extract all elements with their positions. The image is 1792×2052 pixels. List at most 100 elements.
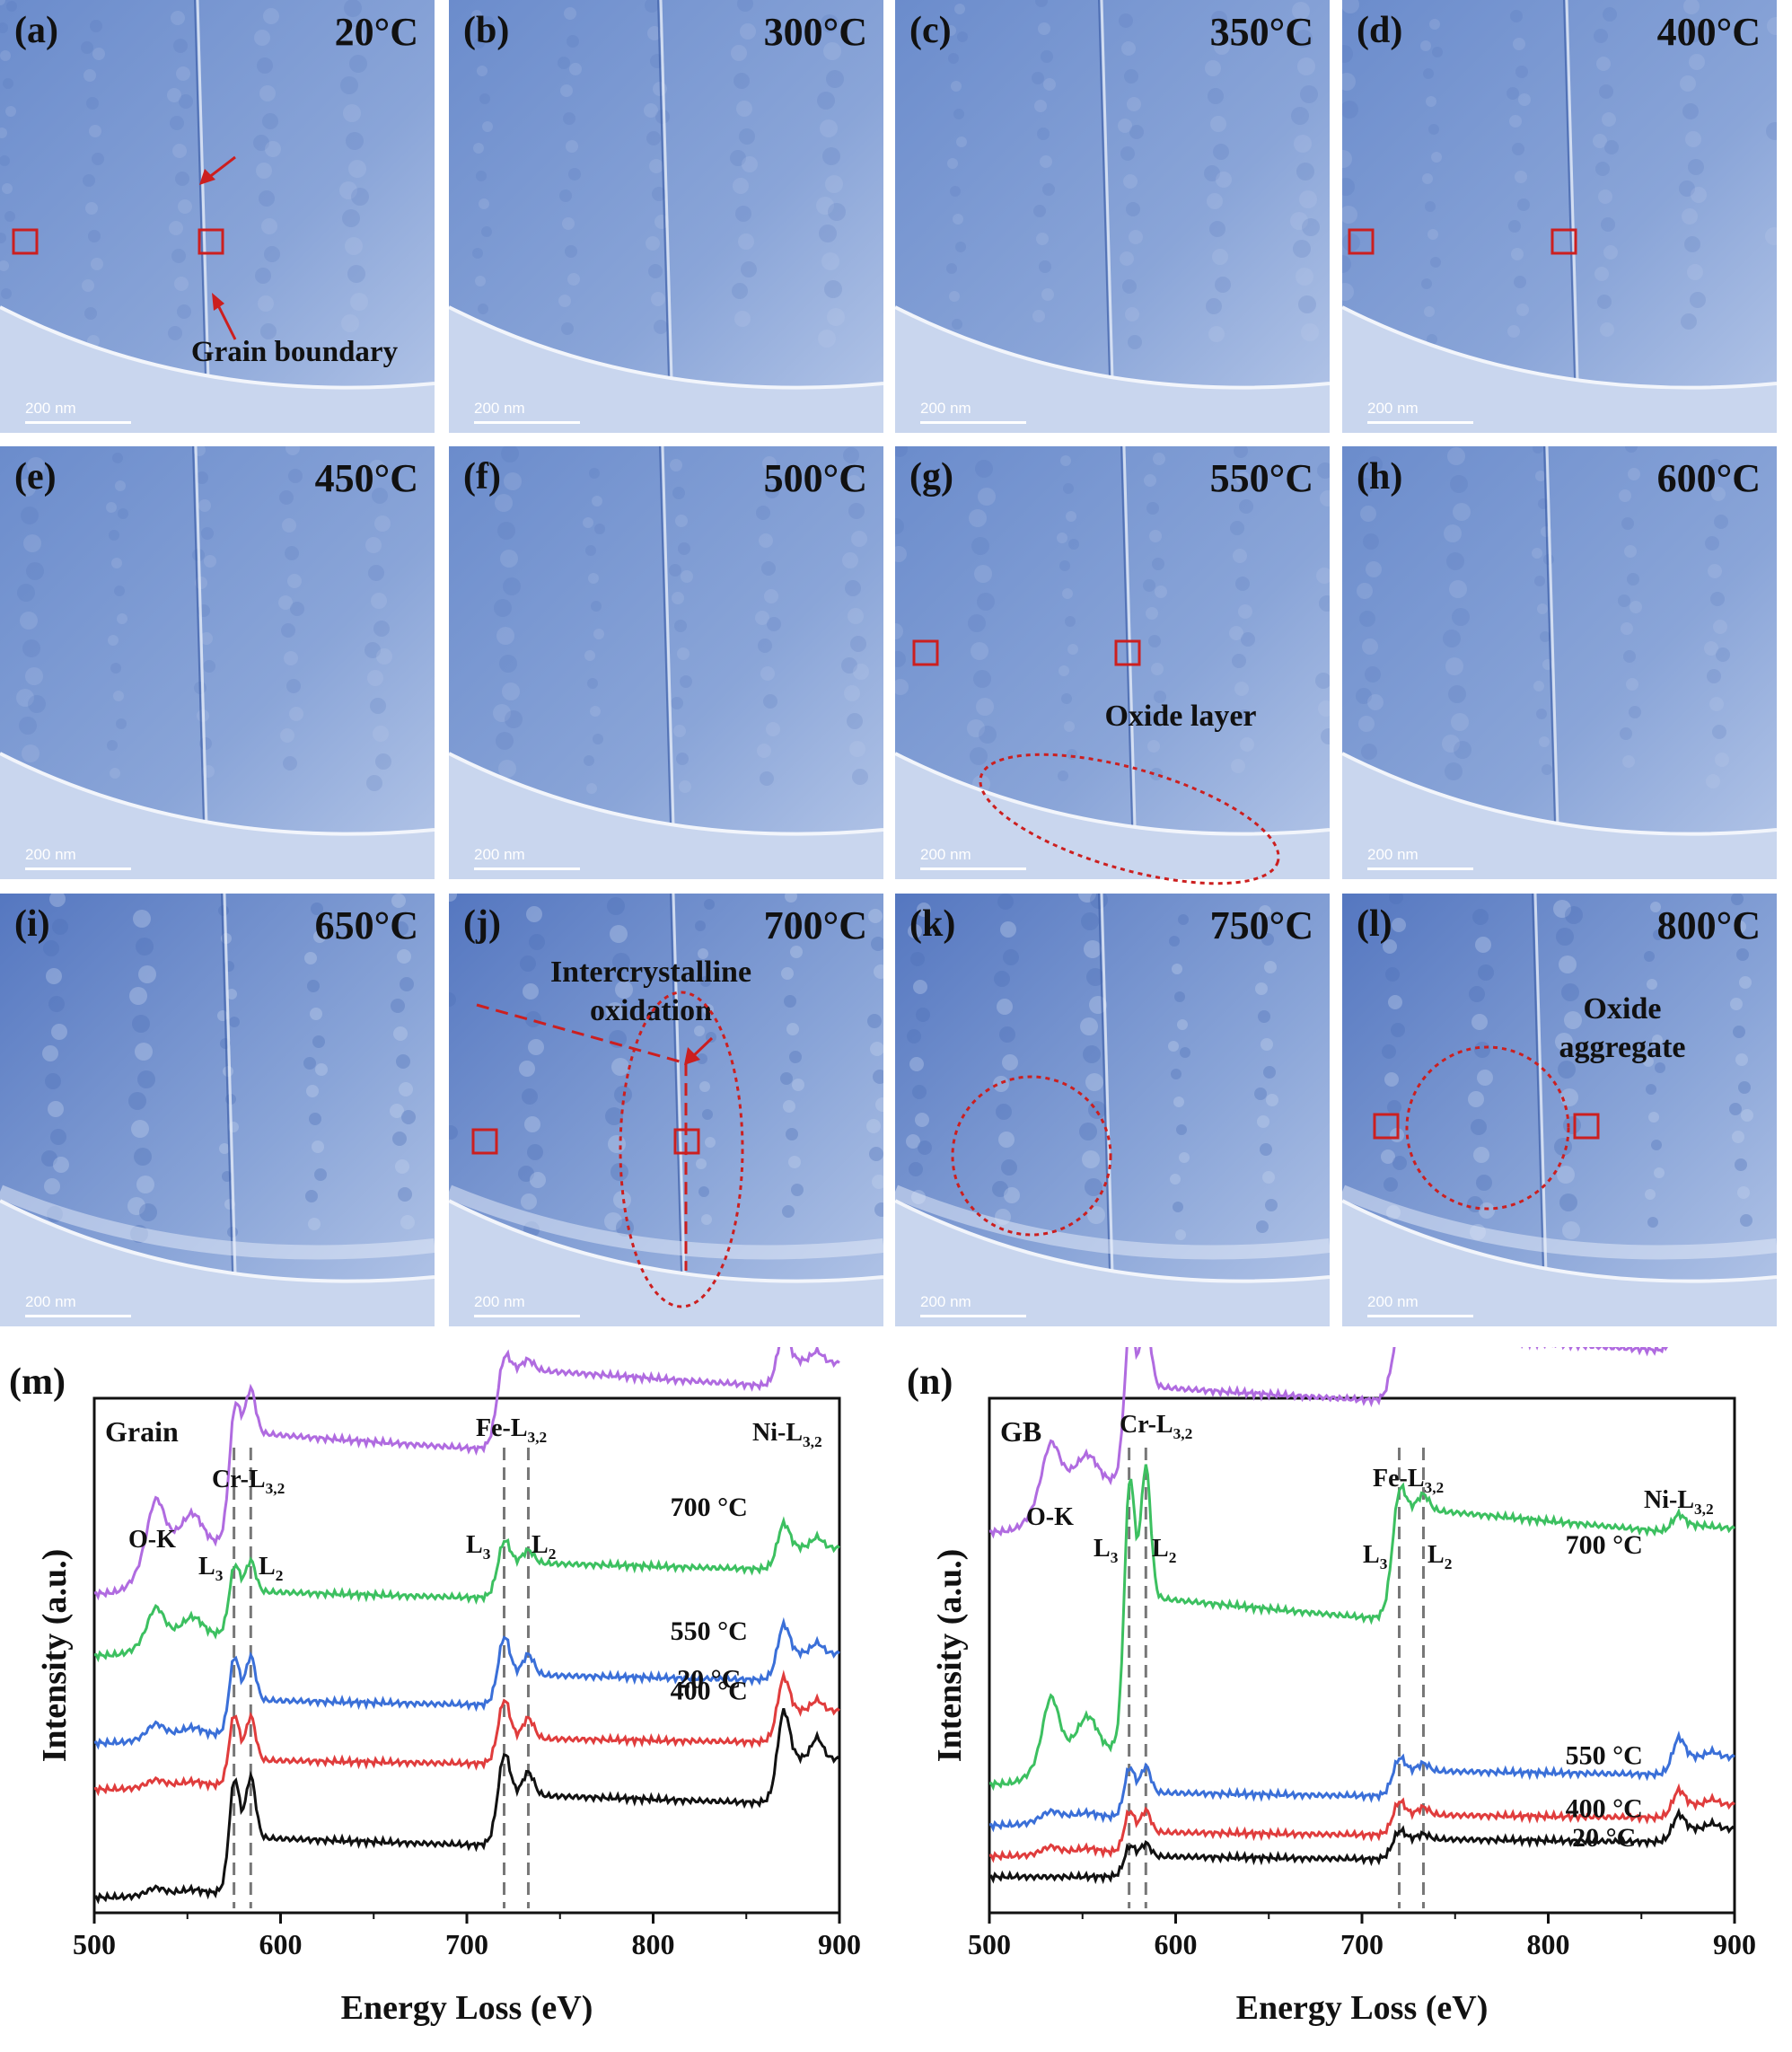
scale-bar: 200 nm: [25, 400, 131, 424]
oxide-layer-label: Oxide layer: [1104, 700, 1257, 733]
panel-letter: (k): [909, 903, 956, 945]
oxide-aggregate-line1: Oxide: [1583, 992, 1662, 1026]
roi-square: [1573, 1113, 1600, 1140]
panel-letter: (i): [14, 903, 50, 945]
scale-bar-label: 200 nm: [1367, 846, 1419, 863]
tem-panel: (h) 600°C 200 nm: [1342, 446, 1777, 879]
panel-temperature: 550°C: [1209, 456, 1313, 500]
eels-chart-grain: 500 600 700 800 900 Energy Loss (eV) Intensity…: [0, 1293, 889, 2048]
scale-bar-label: 200 nm: [474, 846, 525, 863]
dashed-guide: [476, 1003, 688, 1271]
x-tick-label: 800: [632, 1928, 675, 1960]
scale-bar: 200 nm: [920, 846, 1026, 870]
l2-label-subscript: 2: [549, 1546, 557, 1563]
panel-temperature: 750°C: [1209, 903, 1313, 947]
panel-letter: (e): [14, 456, 57, 498]
l2-label: L2: [1152, 1535, 1176, 1566]
oxide-aggregate-label: Oxide aggregate: [1537, 991, 1708, 1067]
scale-bar-label: 200 nm: [1367, 400, 1419, 417]
oxide-circle: [951, 1075, 1112, 1237]
panel-letter: (b): [463, 10, 510, 51]
scale-bar-label: 200 nm: [474, 400, 525, 417]
x-tick-label: 500: [968, 1928, 1011, 1960]
x-axis-title: Energy Loss (eV): [341, 1989, 593, 2027]
roi-square: [1348, 228, 1375, 255]
roi-square: [1550, 228, 1577, 255]
panel-temperature: 800°C: [1656, 903, 1761, 947]
roi-square: [471, 1128, 498, 1155]
l3-label: L3: [1363, 1541, 1388, 1572]
scale-bar: 200 nm: [1367, 400, 1473, 424]
tem-panel: (a) 20°C 200 nm: [0, 0, 435, 433]
scale-bar: 200 nm: [474, 1293, 580, 1317]
scale-bar-line: [25, 421, 131, 424]
tem-panel: (i) 650°C 200 nm: [0, 894, 435, 1326]
tem-panel: (e) 450°C 200 nm: [0, 446, 435, 879]
intercrystalline-ellipse: [619, 991, 744, 1308]
scale-bar: 200 nm: [1367, 846, 1473, 870]
tem-panel: (g) 550°C 200 nm: [895, 446, 1330, 879]
fe-edge-label-subscript: 3,2: [528, 1429, 548, 1446]
y-axis-title: Intensity (a.u.): [36, 1549, 74, 1763]
l2-label-subscript: 2: [276, 1567, 284, 1584]
spectrum-line: [93, 1324, 840, 1601]
scale-bar-line: [1367, 1315, 1473, 1317]
x-tick-label: 600: [259, 1928, 303, 1960]
panel-letter: (f): [463, 456, 501, 498]
tem-panel: (b) 300°C 200 nm: [449, 0, 883, 433]
l3-label-subscript: 3: [1111, 1549, 1119, 1566]
panel-letter: (j): [463, 903, 501, 945]
l3-label: L3: [1094, 1535, 1119, 1566]
scale-bar-label: 200 nm: [25, 400, 76, 417]
o-k-label: O-K: [1026, 1503, 1074, 1531]
oxide-aggregate-circle: [1405, 1045, 1570, 1211]
panel-letter: (d): [1357, 10, 1403, 51]
roi-square: [1373, 1113, 1400, 1140]
series-label: 550 °C: [671, 1616, 748, 1646]
series-label: 700 °C: [671, 1493, 748, 1522]
arrow: [207, 155, 236, 180]
y-axis-title: Intensity (a.u.): [931, 1549, 969, 1763]
l3-label: L3: [198, 1553, 224, 1584]
tem-panel: (l) 800°C 200 nm: [1342, 894, 1777, 1326]
ni-edge-label-subscript: 3,2: [1694, 1501, 1714, 1518]
series-label: 400 °C: [671, 1677, 748, 1706]
oxide-layer-ellipse: [979, 753, 1280, 885]
l2-label: L2: [1427, 1541, 1452, 1572]
ni-edge-label: Ni-L3,2: [1644, 1486, 1714, 1518]
spectrum-line: [988, 1731, 1735, 1833]
scale-bar-label: 200 nm: [1367, 1293, 1419, 1310]
scale-bar: 200 nm: [474, 846, 580, 870]
spectrum-line: [988, 1783, 1735, 1863]
eels-chart-gb: 500 600 700 800 900 Energy Loss (eV) Intensity…: [898, 1281, 1792, 2048]
scale-bar-line: [25, 1315, 131, 1317]
series-label: 400 °C: [1566, 1793, 1643, 1823]
scale-bar-label: 200 nm: [25, 1293, 76, 1310]
grain-boundary-label: Grain boundary: [190, 336, 399, 368]
tem-panel: (c) 350°C 200 nm: [895, 0, 1330, 433]
cr-edge-label: Cr-L3,2: [1120, 1411, 1192, 1442]
oxide-aggregate-line2: aggregate: [1559, 1030, 1686, 1064]
scale-bar-line: [1367, 421, 1473, 424]
scale-bar: 200 nm: [25, 1293, 131, 1317]
ni-edge-label-subscript: 3,2: [803, 1433, 822, 1450]
scale-bar: 200 nm: [920, 400, 1026, 424]
l3-label: L3: [466, 1531, 491, 1563]
panel-letter: (l): [1357, 903, 1392, 945]
series-label: 550 °C: [1566, 1740, 1643, 1770]
scale-bar-line: [25, 867, 131, 870]
tem-panel: (f) 500°C 200 nm: [449, 446, 883, 879]
scale-bar-line: [920, 421, 1026, 424]
fe-edge-label: Fe-L3,2: [1373, 1465, 1444, 1496]
scale-bar-line: [920, 867, 1026, 870]
cr-edge-label-subscript: 3,2: [266, 1480, 285, 1497]
x-tick-label: 600: [1155, 1928, 1198, 1960]
x-tick-label: 700: [1340, 1928, 1384, 1960]
series-label: 20 °C: [677, 1664, 741, 1694]
annotation-overlay: [12, 155, 1600, 1308]
panel-letter: (h): [1357, 456, 1403, 498]
roi-square: [912, 639, 939, 666]
intercrystalline-line1: Intercrystalline: [549, 956, 752, 989]
scale-bar-line: [920, 1315, 1026, 1317]
scale-bar-label: 200 nm: [920, 846, 971, 863]
